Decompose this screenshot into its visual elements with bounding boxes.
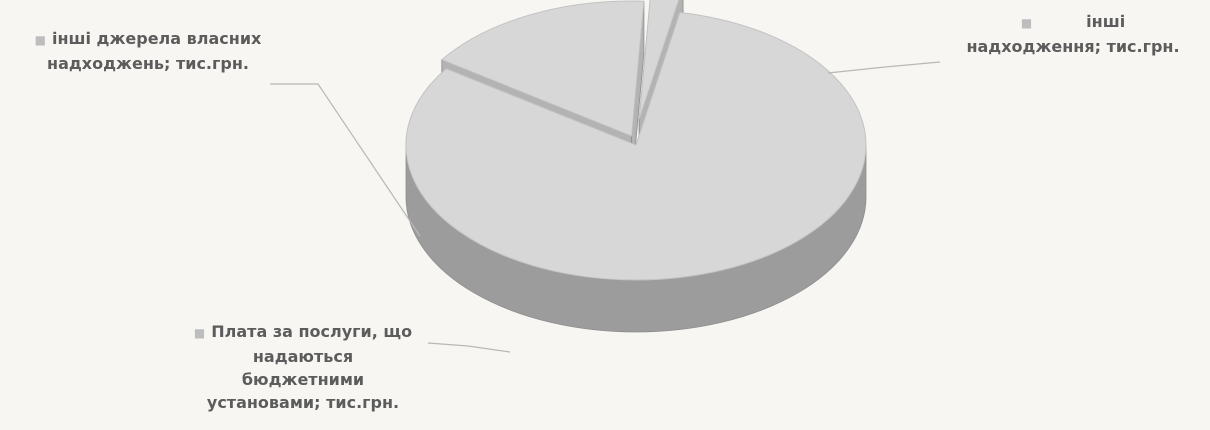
leader-line-slice-0	[827, 61, 941, 74]
bullet-icon: ■	[34, 33, 46, 47]
leader-lines	[270, 61, 941, 353]
slice-label-1-line-0: інші джерела власних	[51, 29, 262, 48]
slice-label-2: ■ Плата за послуги, що надаються бюджетни…	[178, 320, 428, 414]
slice-label-2-line-0: Плата за послуги, що	[211, 322, 413, 341]
slice-label-0-line-1: надходження; тис.грн.	[966, 37, 1180, 56]
slice-1-top	[440, 0, 645, 137]
slice-2-top	[638, 0, 680, 120]
slice-label-0-line-0: інші	[1086, 12, 1126, 31]
leader-line-slice-2	[427, 342, 511, 353]
slice-label-2-line-3: установами; тис.грн.	[206, 393, 400, 412]
leader-line-slice-1	[270, 83, 421, 237]
slice-label-2-line-1: надаються	[252, 347, 354, 366]
bullet-icon: ■	[1020, 16, 1033, 30]
slice-label-1-line-1: надходжень; тис.грн.	[47, 54, 249, 73]
bullet-icon: ■	[193, 326, 206, 340]
slice-label-0: ■ інші надходження; тис.грн.	[948, 10, 1198, 58]
slice-label-2-line-2: бюджетними	[241, 370, 365, 389]
slice-label-1: ■ інші джерела власних надходжень; тис.гр…	[8, 27, 288, 75]
slice-0-top	[405, 11, 867, 281]
pie-top-group	[405, 0, 867, 281]
